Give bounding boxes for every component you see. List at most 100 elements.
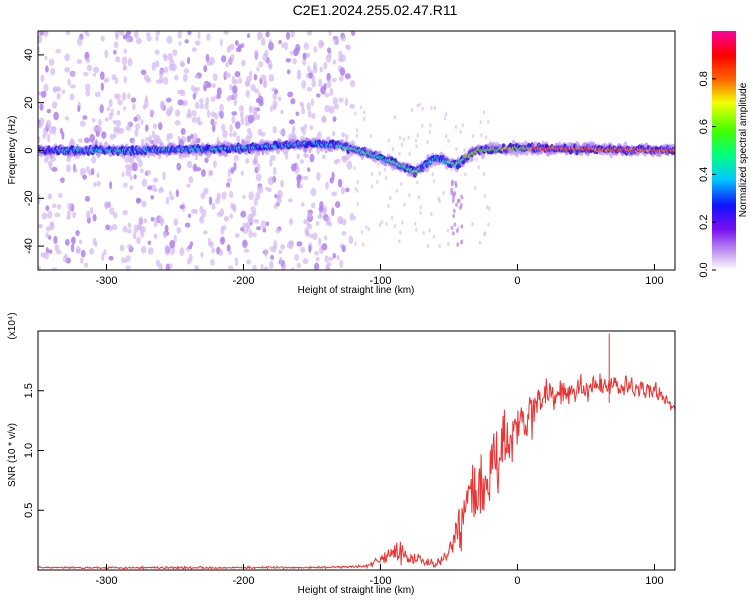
spectrogram-y-axis-label: Frequency (Hz) — [7, 116, 18, 185]
noise-blob — [387, 203, 390, 208]
noise-blob — [64, 53, 71, 62]
noise-blob — [186, 160, 193, 169]
noise-blob — [179, 204, 185, 210]
spectrogram-marks — [38, 31, 675, 270]
noise-blob — [222, 129, 228, 139]
noise-blob — [163, 66, 169, 74]
noise-blob — [179, 89, 183, 95]
noise-blob — [108, 201, 112, 209]
noise-blob — [113, 126, 117, 134]
noise-blob — [70, 84, 76, 89]
noise-blob — [281, 42, 286, 49]
noise-blob — [333, 36, 340, 46]
noise-blob — [207, 82, 212, 89]
snr-x-axis-label: Height of straight line (km) — [298, 585, 415, 596]
noise-blob — [342, 218, 347, 226]
noise-blob — [303, 219, 309, 225]
noise-blob — [165, 97, 172, 103]
y-tick-label: 20 — [23, 97, 35, 109]
noise-blob — [303, 152, 308, 158]
noise-blob — [252, 106, 258, 116]
noise-blob — [186, 183, 191, 188]
noise-blob — [297, 175, 302, 180]
noise-blob — [155, 35, 159, 42]
noise-blob — [115, 32, 119, 41]
noise-blob — [129, 174, 133, 181]
noise-blob — [399, 230, 402, 235]
signal-tail — [460, 224, 464, 229]
noise-blob — [483, 232, 486, 237]
noise-blob — [201, 169, 206, 177]
noise-blob — [318, 211, 323, 217]
noise-blob — [180, 127, 186, 135]
noise-blob — [314, 262, 320, 270]
noise-blob — [403, 202, 406, 207]
noise-blob — [220, 226, 225, 235]
noise-blob — [124, 156, 130, 163]
noise-blob — [69, 137, 74, 147]
noise-blob — [421, 106, 424, 111]
noise-blob — [176, 162, 182, 171]
noise-blob — [257, 128, 262, 136]
noise-blob — [109, 181, 113, 190]
noise-blob — [311, 113, 316, 120]
noise-blob — [89, 247, 95, 255]
noise-blob — [219, 236, 225, 245]
noise-blob — [269, 159, 273, 167]
noise-blob — [48, 164, 52, 171]
x-tick-label: 0 — [514, 275, 520, 287]
noise-blob — [43, 83, 49, 93]
noise-blob — [67, 202, 73, 210]
noise-blob — [319, 201, 324, 210]
noise-blob — [234, 121, 241, 130]
noise-blob — [212, 123, 216, 133]
noise-blob — [224, 70, 228, 79]
noise-blob — [163, 76, 169, 85]
noise-blob — [165, 108, 172, 117]
noise-blob — [233, 154, 239, 162]
colorbar-label: Normalized spectral amplitude — [738, 82, 749, 217]
noise-blob — [324, 92, 330, 98]
noise-blob — [177, 31, 182, 39]
noise-blob — [186, 135, 192, 143]
noise-blob — [66, 215, 71, 220]
noise-blob — [288, 240, 294, 246]
colorbar-ticks: 0.0 0.2 0.4 0.6 0.8 — [698, 71, 716, 278]
noise-blob — [86, 210, 91, 220]
noise-blob — [302, 126, 306, 136]
y-tick-label: 40 — [23, 49, 35, 61]
noise-blob — [141, 200, 147, 208]
noise-blob — [246, 259, 251, 265]
noise-blob — [162, 53, 167, 59]
noise-blob — [328, 256, 334, 262]
noise-blob — [101, 131, 107, 139]
noise-blob — [82, 174, 88, 180]
noise-blob — [300, 246, 306, 253]
noise-blob — [408, 192, 411, 197]
noise-blob — [105, 224, 110, 231]
noise-blob — [199, 103, 205, 110]
noise-blob — [385, 222, 388, 227]
noise-blob — [239, 43, 244, 49]
noise-blob — [249, 70, 253, 78]
noise-blob — [231, 111, 238, 116]
noise-blob — [248, 229, 253, 239]
noise-blob — [301, 108, 306, 115]
noise-blob — [288, 218, 294, 226]
noise-blob — [219, 103, 224, 113]
noise-blob — [45, 232, 49, 239]
noise-blob — [116, 110, 121, 116]
noise-blob — [51, 267, 58, 270]
noise-blob — [356, 201, 359, 206]
noise-blob — [187, 108, 192, 117]
noise-blob — [203, 82, 207, 87]
noise-blob — [64, 66, 71, 73]
noise-blob — [111, 224, 118, 231]
noise-blob — [190, 208, 195, 214]
noise-blob — [290, 98, 296, 105]
noise-blob — [45, 65, 49, 73]
noise-blob — [80, 249, 86, 258]
noise-blob — [201, 208, 207, 218]
noise-blob — [332, 116, 337, 122]
noise-blob — [307, 110, 312, 118]
